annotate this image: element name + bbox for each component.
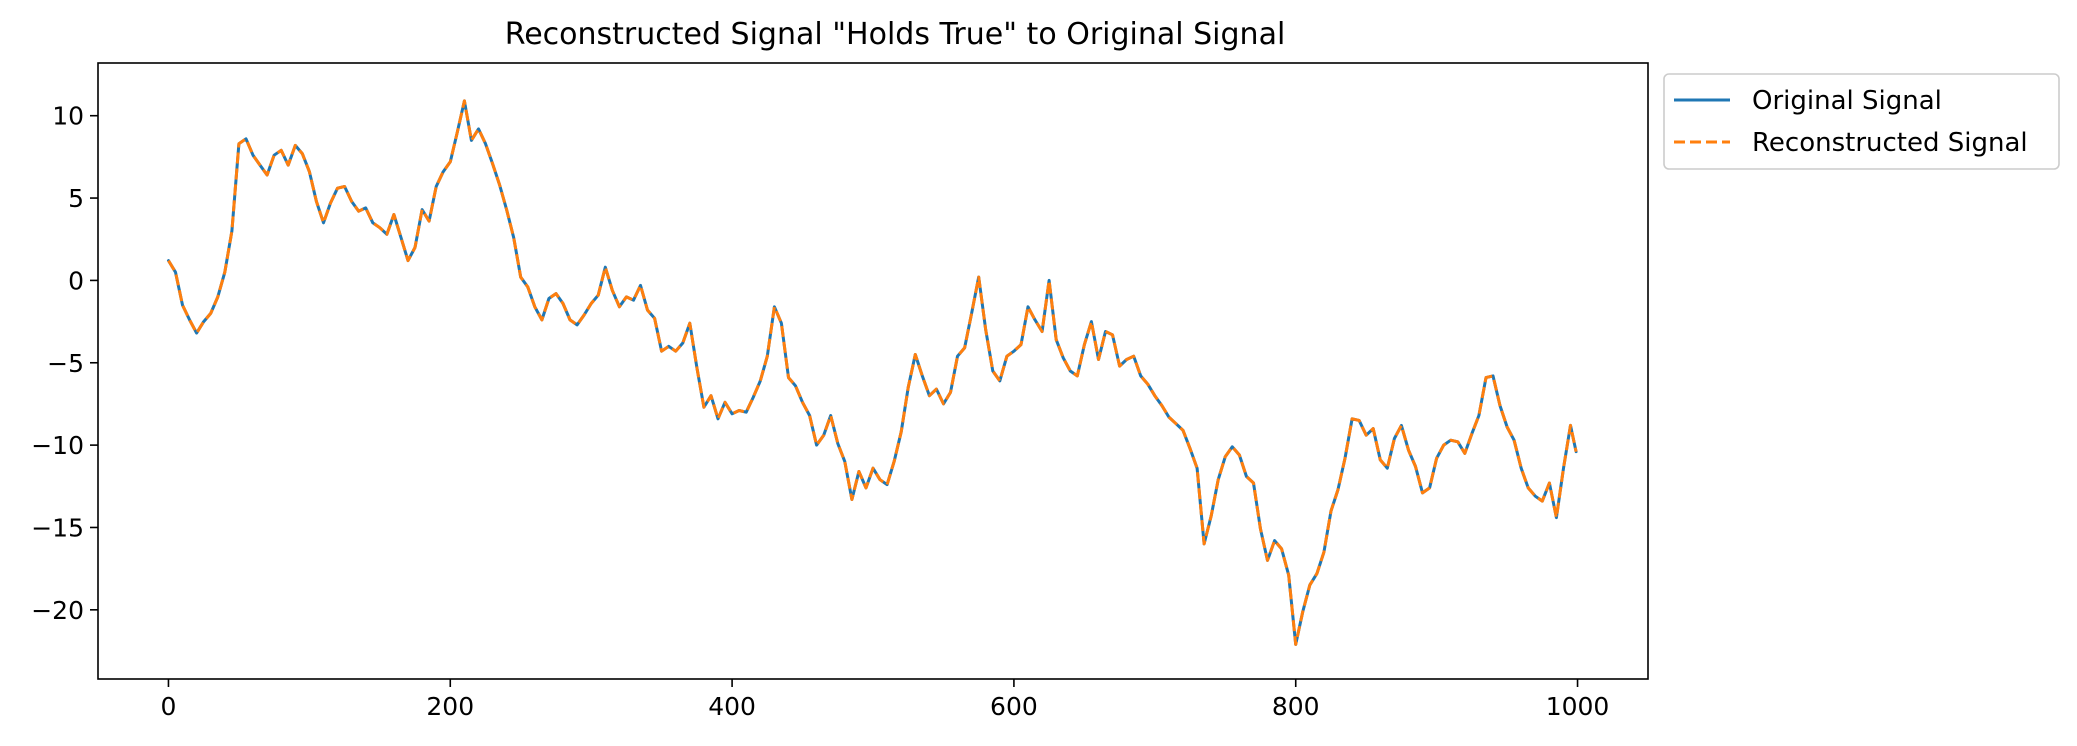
chart-title: Reconstructed Signal "Holds True" to Ori… (505, 17, 1286, 52)
x-tick-label: 200 (426, 692, 474, 721)
y-tick-label: −15 (31, 513, 84, 542)
legend-box (1663, 73, 2060, 170)
x-tick-label: 0 (161, 692, 177, 721)
y-tick-label: 0 (68, 266, 84, 295)
plot-frame (97, 62, 1649, 680)
y-tick-label: −10 (31, 431, 84, 460)
legend-label-reconstructed: Reconstructed Signal (1752, 128, 2028, 158)
y-tick-label: −20 (31, 596, 84, 625)
y-tick-label: −5 (47, 349, 84, 378)
x-axis: 0 200 400 600 800 1000 (161, 679, 1610, 721)
legend-label-original: Original Signal (1752, 86, 1942, 116)
x-tick-label: 400 (708, 692, 756, 721)
legend: Original Signal Reconstructed Signal (1663, 73, 2060, 170)
x-tick-label: 1000 (1546, 692, 1610, 721)
x-tick-label: 800 (1272, 692, 1320, 721)
y-tick-label: 5 (68, 184, 84, 213)
plot-area (167, 99, 1578, 646)
x-tick-label: 600 (990, 692, 1038, 721)
reconstructed-signal-line (167, 99, 1578, 646)
y-axis: 10 5 0 −5 −10 −15 −20 (31, 102, 98, 625)
y-tick-label: 10 (52, 102, 84, 131)
